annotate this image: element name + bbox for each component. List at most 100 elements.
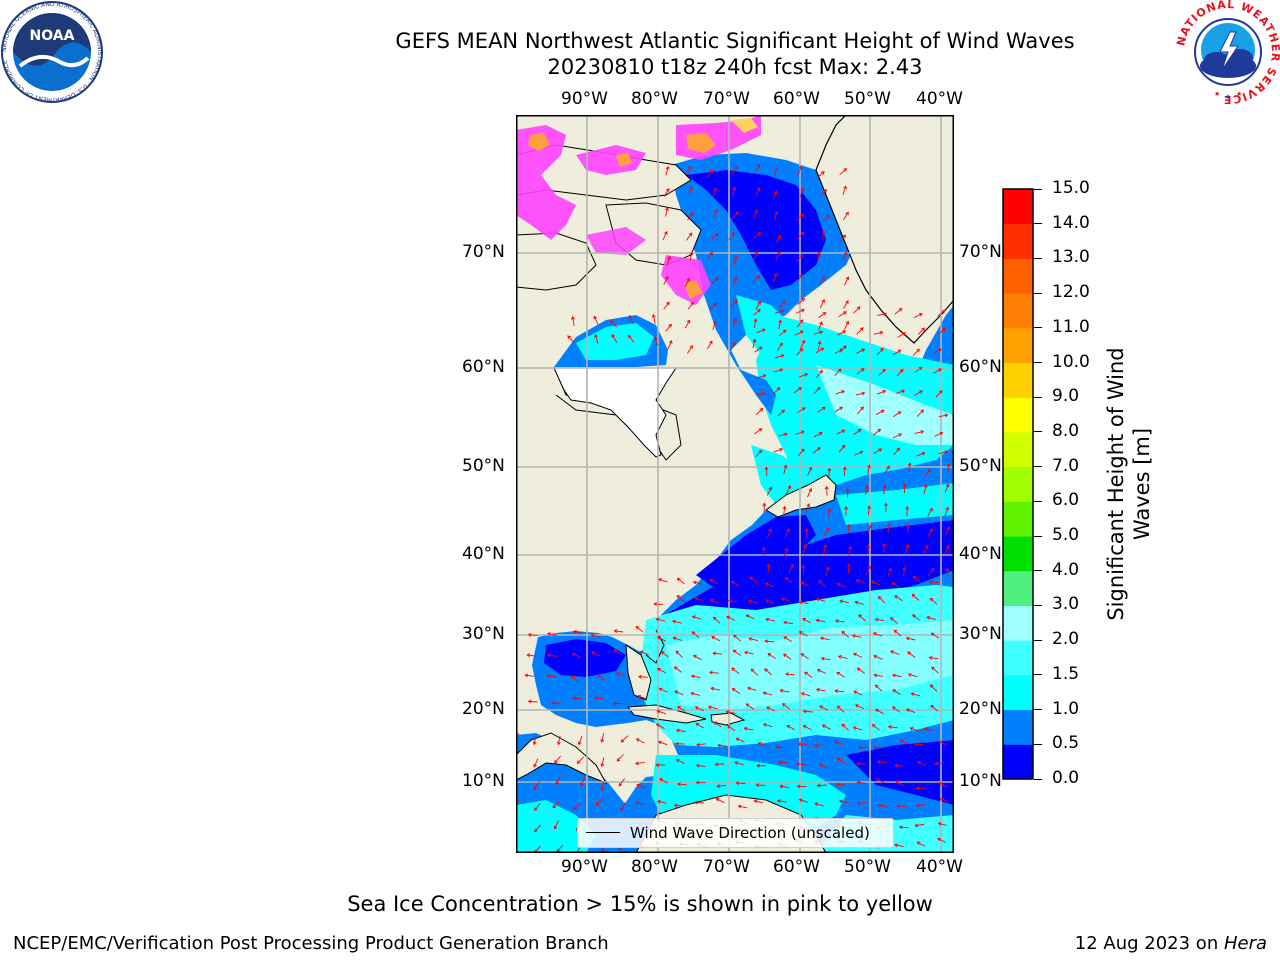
- wave-direction-arrowhead: [856, 306, 861, 310]
- wave-direction-arrow: [572, 316, 575, 326]
- wave-direction-arrowhead: [937, 821, 942, 826]
- wave-direction-arrowhead: [910, 692, 915, 696]
- wave-direction-arrowhead: [761, 391, 766, 396]
- wave-direction-arrow: [884, 465, 890, 475]
- wave-direction-arrowhead: [880, 347, 884, 352]
- wave-direction-arrowhead: [923, 727, 928, 731]
- wave-direction-arrowhead: [779, 447, 784, 452]
- wave-direction-arrow: [826, 567, 829, 576]
- wave-direction-arrowhead: [690, 674, 695, 679]
- lat-label: 60°N: [462, 357, 505, 377]
- wave-direction-arrowhead: [733, 255, 738, 260]
- wave-direction-arrow: [754, 346, 763, 353]
- colorbar-tick-mark: [1034, 223, 1042, 225]
- wave-direction-arrow: [806, 528, 808, 538]
- wave-direction-arrow: [663, 301, 670, 310]
- wave-direction-arrowhead: [890, 617, 894, 621]
- wave-direction-arrowhead: [524, 673, 529, 678]
- wave-direction-arrow: [827, 508, 831, 518]
- legend-line-swatch: [586, 832, 620, 833]
- colorbar-tick-mark: [1034, 292, 1042, 294]
- wave-direction-arrowhead: [572, 696, 576, 701]
- wave-direction-arrow: [816, 619, 826, 623]
- greenland: [815, 115, 954, 344]
- wave-direction-arrow: [858, 614, 866, 622]
- wave-direction-arrowhead: [795, 762, 800, 766]
- wave-direction-arrowhead: [784, 432, 788, 437]
- wave-direction-arrowhead: [734, 166, 738, 170]
- colorbar-band: [1003, 258, 1033, 294]
- wave-direction-arrowhead: [798, 798, 803, 802]
- wave-direction-arrowhead: [773, 190, 778, 195]
- wave-direction-arrow: [896, 805, 906, 808]
- wave-direction-arrow: [837, 705, 845, 713]
- wave-direction-arrow: [944, 484, 949, 493]
- wave-direction-arrowhead: [676, 595, 681, 599]
- wave-direction-arrow: [707, 252, 713, 261]
- wave-direction-arrow: [839, 234, 846, 243]
- colorbar-tick-mark: [1034, 396, 1042, 398]
- wave-direction-arrowhead: [901, 389, 906, 394]
- wave-direction-arrow: [906, 708, 916, 714]
- wave-direction-arrowhead: [802, 407, 806, 411]
- wave-direction-arrow: [591, 634, 601, 638]
- wave-direction-arrow: [755, 450, 762, 458]
- colorbar-tick-mark: [1034, 778, 1042, 780]
- wave-direction-arrow: [914, 366, 922, 374]
- wave-direction-arrowhead: [821, 724, 826, 728]
- wave-direction-arrow: [636, 784, 646, 788]
- wave-direction-arrowhead: [836, 705, 841, 710]
- wave-direction-arrowhead: [820, 656, 825, 661]
- wave-direction-arrowhead: [818, 763, 823, 768]
- wave-direction-arrow: [800, 653, 809, 660]
- wave-direction-arrow: [717, 785, 727, 787]
- wave-direction-arrow: [817, 784, 827, 787]
- wave-direction-arrow: [834, 406, 843, 413]
- wave-direction-arrow: [666, 256, 671, 266]
- wave-direction-arrowhead: [620, 807, 624, 812]
- wave-direction-arrow: [904, 544, 909, 554]
- wave-direction-arrow: [912, 348, 920, 357]
- wave-direction-arrow: [672, 620, 682, 624]
- wave-direction-arrow: [614, 630, 624, 633]
- wave-direction-arrowhead: [634, 801, 639, 805]
- wave-direction-arrow: [877, 761, 887, 763]
- wave-direction-arrowhead: [689, 212, 694, 216]
- wave-direction-arrow: [853, 690, 863, 696]
- wave-direction-arrowhead: [946, 526, 951, 530]
- wave-direction-arrowhead: [764, 668, 768, 673]
- colorbar-tick-label: 5.0: [1052, 525, 1080, 546]
- wave-direction-arrowhead: [938, 348, 942, 352]
- wave-direction-arrowhead: [636, 783, 641, 788]
- wave-direction-arrow: [711, 687, 720, 691]
- wave-direction-arrow: [940, 798, 950, 803]
- wave-direction-arrow: [938, 822, 948, 826]
- wave-direction-arrowhead: [878, 448, 883, 452]
- wave-direction-arrowhead: [814, 802, 819, 807]
- wave-direction-arrow: [658, 741, 668, 746]
- wave-direction-arrowhead: [842, 345, 847, 349]
- wave-direction-arrowhead: [801, 448, 805, 453]
- wave-direction-arrowhead: [915, 786, 920, 791]
- wave-direction-arrow: [878, 368, 886, 376]
- wave-direction-arrow: [733, 256, 737, 266]
- wave-direction-arrow: [873, 428, 881, 436]
- wave-direction-arrow: [577, 756, 585, 764]
- wave-direction-arrowhead: [664, 230, 668, 235]
- wave-direction-arrowhead: [600, 738, 605, 743]
- wave-direction-arrowhead: [580, 782, 584, 787]
- wave-direction-arrowhead: [884, 502, 888, 507]
- wave-direction-arrowhead: [842, 466, 847, 470]
- wave-direction-arrow: [931, 632, 940, 639]
- wave-direction-arrow: [618, 778, 625, 787]
- wave-direction-arrow: [777, 409, 785, 417]
- wave-direction-arrow: [766, 706, 776, 712]
- wave-direction-arrowhead: [875, 778, 880, 782]
- wave-direction-arrow: [834, 368, 842, 377]
- wave-direction-arrow: [838, 655, 848, 659]
- wave-direction-arrow: [694, 597, 704, 602]
- wave-direction-arrowhead: [911, 614, 916, 618]
- wave-direction-arrowhead: [527, 632, 532, 637]
- wave-direction-arrowhead: [731, 688, 736, 692]
- wave-direction-arrowhead: [801, 339, 806, 344]
